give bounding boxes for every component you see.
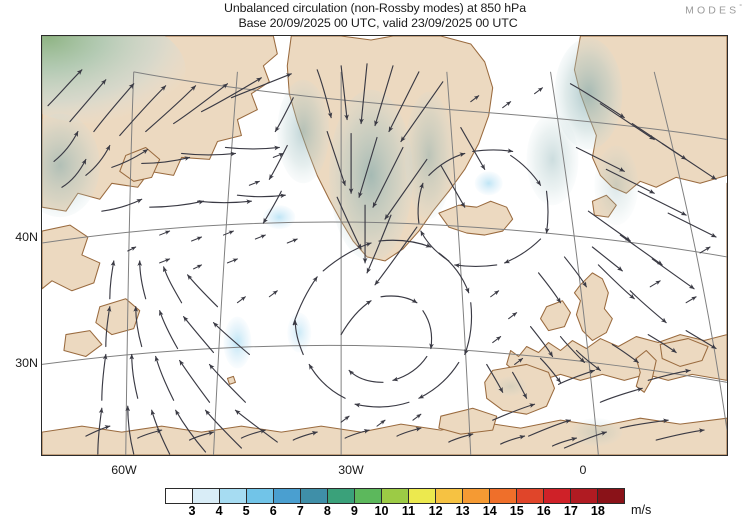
- graticule-lat-50: [133, 71, 727, 140]
- colorbar-segment-7: [355, 489, 382, 503]
- colorbar-tick-7: 7: [296, 504, 304, 518]
- graticule-lon-45w: [213, 71, 238, 455]
- colorbar-segment-5: [301, 489, 328, 503]
- colorbar-tick-4: 4: [215, 504, 223, 518]
- land-europe-mainland: [506, 182, 727, 381]
- chart-title-block: Unbalanced circulation (non-Rossby modes…: [0, 1, 750, 30]
- shading-baltic: [594, 145, 639, 226]
- longitude-label-0: 60W: [111, 463, 137, 477]
- colorbar-tick-3: 3: [188, 504, 196, 518]
- land-great-britain: [573, 272, 613, 342]
- graticule-lon-15e: [653, 71, 727, 431]
- land-nova-scotia: [63, 330, 103, 357]
- graticule: [42, 71, 727, 455]
- shading-norwegian-sea: [554, 37, 623, 150]
- map-canvas: [42, 36, 727, 455]
- chart-subtitle: Base 20/09/2025 00 UTC, valid 23/09/2025…: [238, 15, 518, 30]
- colorbar-segment-16: [598, 489, 624, 503]
- colorbar-segment-11: [463, 489, 490, 503]
- colorbar-segment-2: [220, 489, 247, 503]
- graticule-lon-15w: [446, 71, 472, 455]
- land-north-africa: [42, 417, 727, 455]
- colorbar-segment-12: [490, 489, 517, 503]
- colorbar-tick-8: 8: [323, 504, 331, 518]
- latitude-label-0: 40N: [15, 230, 38, 244]
- colorbar-segment-9: [409, 489, 436, 503]
- colorbar-tick-10: 10: [374, 504, 389, 518]
- colorbar-segment-4: [274, 489, 301, 503]
- map-plot-area[interactable]: [41, 35, 728, 456]
- colorbar-tick-6: 6: [269, 504, 277, 518]
- shading-greenland-east: [404, 91, 453, 220]
- colorbar-segment-15: [571, 489, 598, 503]
- colorbar-segment-6: [328, 489, 355, 503]
- shading-greenland-west: [277, 79, 330, 184]
- shading-atlantic-mid: [223, 316, 252, 369]
- wind-vectors: [47, 63, 717, 455]
- graticule-lat-40: [42, 221, 727, 258]
- colorbar-tick-14: 14: [482, 504, 497, 518]
- colorbar-tick-16: 16: [536, 504, 551, 518]
- colorbar-tick-labels: 3 4 5 6 7 8 9 10 11 12 13 14 15 16 17 18: [165, 504, 625, 518]
- colorbar-segment-14: [544, 489, 571, 503]
- colorbar-tick-9: 9: [350, 504, 358, 518]
- chart-title: Unbalanced circulation (non-Rossby modes…: [224, 1, 526, 15]
- colorbar-tick-15: 15: [509, 504, 524, 518]
- colorbar-tick-17: 17: [563, 504, 578, 518]
- land-balkans: [659, 338, 709, 367]
- modes-logo-text: MODES: [685, 4, 740, 17]
- colorbar-segment-3: [247, 489, 274, 503]
- shading-greenland-south: [329, 89, 413, 261]
- colorbar-tick-5: 5: [242, 504, 250, 518]
- graticule-lon-0: [550, 71, 599, 455]
- colorbar-segment-10: [436, 489, 463, 503]
- land-italy: [635, 349, 657, 393]
- colorbar-tick-11: 11: [401, 504, 416, 518]
- longitude-label-1: 30W: [338, 463, 364, 477]
- modes-logo-mark: °: [739, 4, 742, 11]
- modes-logo: MODES°: [685, 4, 742, 17]
- windspeed-shading: [42, 36, 639, 447]
- shading-labrador-sea: [263, 205, 296, 230]
- colorbar-tick-18: 18: [590, 504, 605, 518]
- latitude-label-1: 30N: [15, 356, 38, 370]
- graticule-lon-60w: [125, 71, 135, 455]
- land-azores-dot: [226, 375, 236, 385]
- colorbar-segment-1: [193, 489, 220, 503]
- colorbar-unit-label: m/s: [631, 503, 652, 517]
- colorbar-segment-8: [382, 489, 409, 503]
- land-ireland: [540, 300, 571, 332]
- land-labrador: [42, 224, 101, 292]
- wind-vectors-small: [127, 87, 711, 427]
- colorbar[interactable]: [165, 488, 625, 504]
- shading-iceland-s: [474, 171, 503, 196]
- longitude-label-2: 0: [579, 463, 587, 477]
- colorbar-segment-13: [517, 489, 544, 503]
- colorbar-tick-12: 12: [428, 504, 443, 518]
- colorbar-segment-0: [166, 489, 193, 503]
- colorbar-tick-13: 13: [455, 504, 470, 518]
- shading-scandinavia-w: [526, 113, 579, 206]
- shading-atlantic-mid2: [287, 312, 312, 353]
- land-baffin-sliver: [119, 146, 161, 182]
- land-morocco-coast: [438, 407, 498, 435]
- shading-davis-strait: [42, 113, 100, 218]
